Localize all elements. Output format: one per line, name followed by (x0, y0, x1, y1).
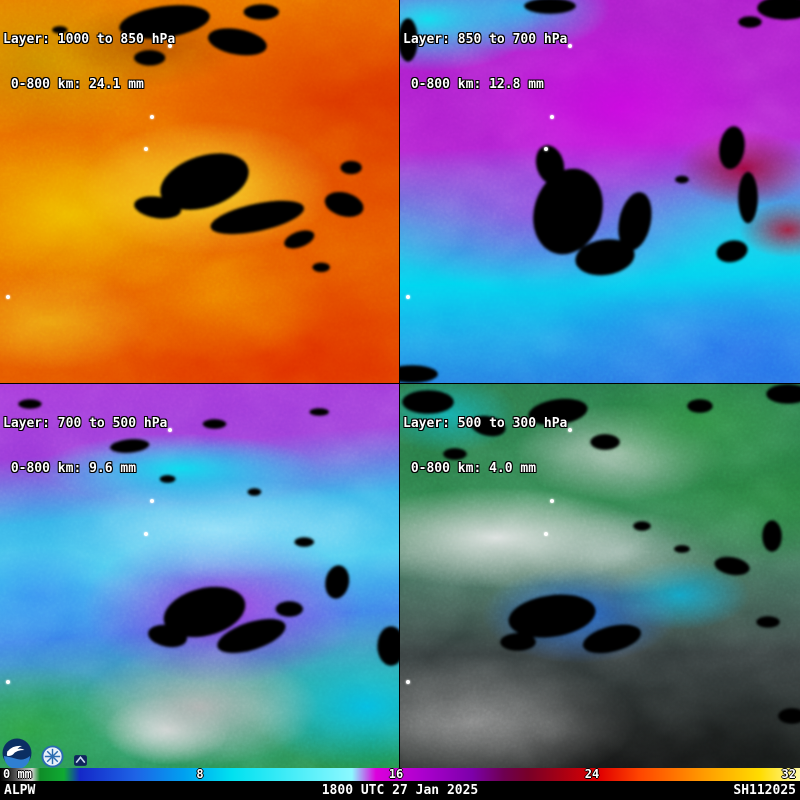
layer-label: Layer: 500 to 300 hPa (403, 416, 568, 431)
partner-logo-2 (74, 755, 87, 766)
value-label: 0-800 km: 9.6 mm (3, 461, 137, 476)
map-marker (568, 428, 572, 433)
pixel-noise (0, 384, 399, 768)
map-marker (544, 147, 548, 152)
map-marker (167, 44, 172, 49)
map-marker (5, 679, 10, 684)
partner-logo-1 (41, 745, 64, 768)
map-marker (406, 679, 410, 684)
panel-grid: Layer: 1000 to 850 hPa 0-800 km: 24.1 mm (0, 0, 800, 768)
pixel-noise (400, 0, 800, 383)
panel-label: Layer: 500 to 300 hPa 0-800 km: 4.0 mm (400, 384, 570, 508)
storm-id: SH112025 (733, 783, 796, 798)
colorbar-tick-16: 16 (388, 767, 404, 781)
logo-row (2, 738, 88, 768)
layer-label: Layer: 850 to 700 hPa (403, 32, 568, 47)
map-marker (544, 531, 548, 536)
panel-label: Layer: 1000 to 850 hPa 0-800 km: 24.1 mm (0, 0, 178, 124)
map-marker (5, 294, 10, 299)
layer-label: Layer: 700 to 500 hPa (3, 416, 168, 431)
colorbar-tick-32: 32 (781, 767, 796, 781)
colorbar: 0 mm 8 16 24 32 (0, 768, 800, 781)
value-label: 0-800 km: 12.8 mm (403, 77, 544, 92)
product-name: ALPW (4, 783, 36, 798)
panel-1000-850: Layer: 1000 to 850 hPa 0-800 km: 24.1 mm (0, 0, 400, 384)
map-marker (143, 147, 148, 152)
noaa-logo (2, 738, 32, 768)
colorbar-tick-0mm: 0 mm (3, 767, 32, 781)
footer-bar: ALPW 1800 UTC 27 Jan 2025 SH112025 (0, 781, 800, 800)
map-marker (143, 531, 148, 536)
layer-label: Layer: 1000 to 850 hPa (3, 32, 176, 47)
map-marker (550, 499, 554, 504)
pixel-noise (400, 384, 800, 768)
map-marker (568, 44, 572, 49)
panel-label: Layer: 700 to 500 hPa 0-800 km: 9.6 mm (0, 384, 170, 508)
timestamp: 1800 UTC 27 Jan 2025 (321, 783, 479, 798)
map-marker (550, 114, 554, 119)
map-marker (406, 294, 410, 299)
map-marker (149, 114, 154, 119)
colorbar-tick-8: 8 (196, 767, 204, 781)
panel-label: Layer: 850 to 700 hPa 0-800 km: 12.8 mm (400, 0, 570, 124)
panel-850-700: Layer: 850 to 700 hPa 0-800 km: 12.8 mm (400, 0, 800, 384)
map-marker (167, 428, 172, 433)
value-label: 0-800 km: 4.0 mm (403, 461, 537, 476)
panel-700-500: Layer: 700 to 500 hPa 0-800 km: 9.6 mm (0, 384, 400, 768)
colorbar-tick-24: 24 (584, 767, 600, 781)
pixel-noise (0, 0, 399, 383)
map-marker (149, 499, 154, 504)
value-label: 0-800 km: 24.1 mm (3, 77, 144, 92)
panel-500-300: Layer: 500 to 300 hPa 0-800 km: 4.0 mm (400, 384, 800, 768)
